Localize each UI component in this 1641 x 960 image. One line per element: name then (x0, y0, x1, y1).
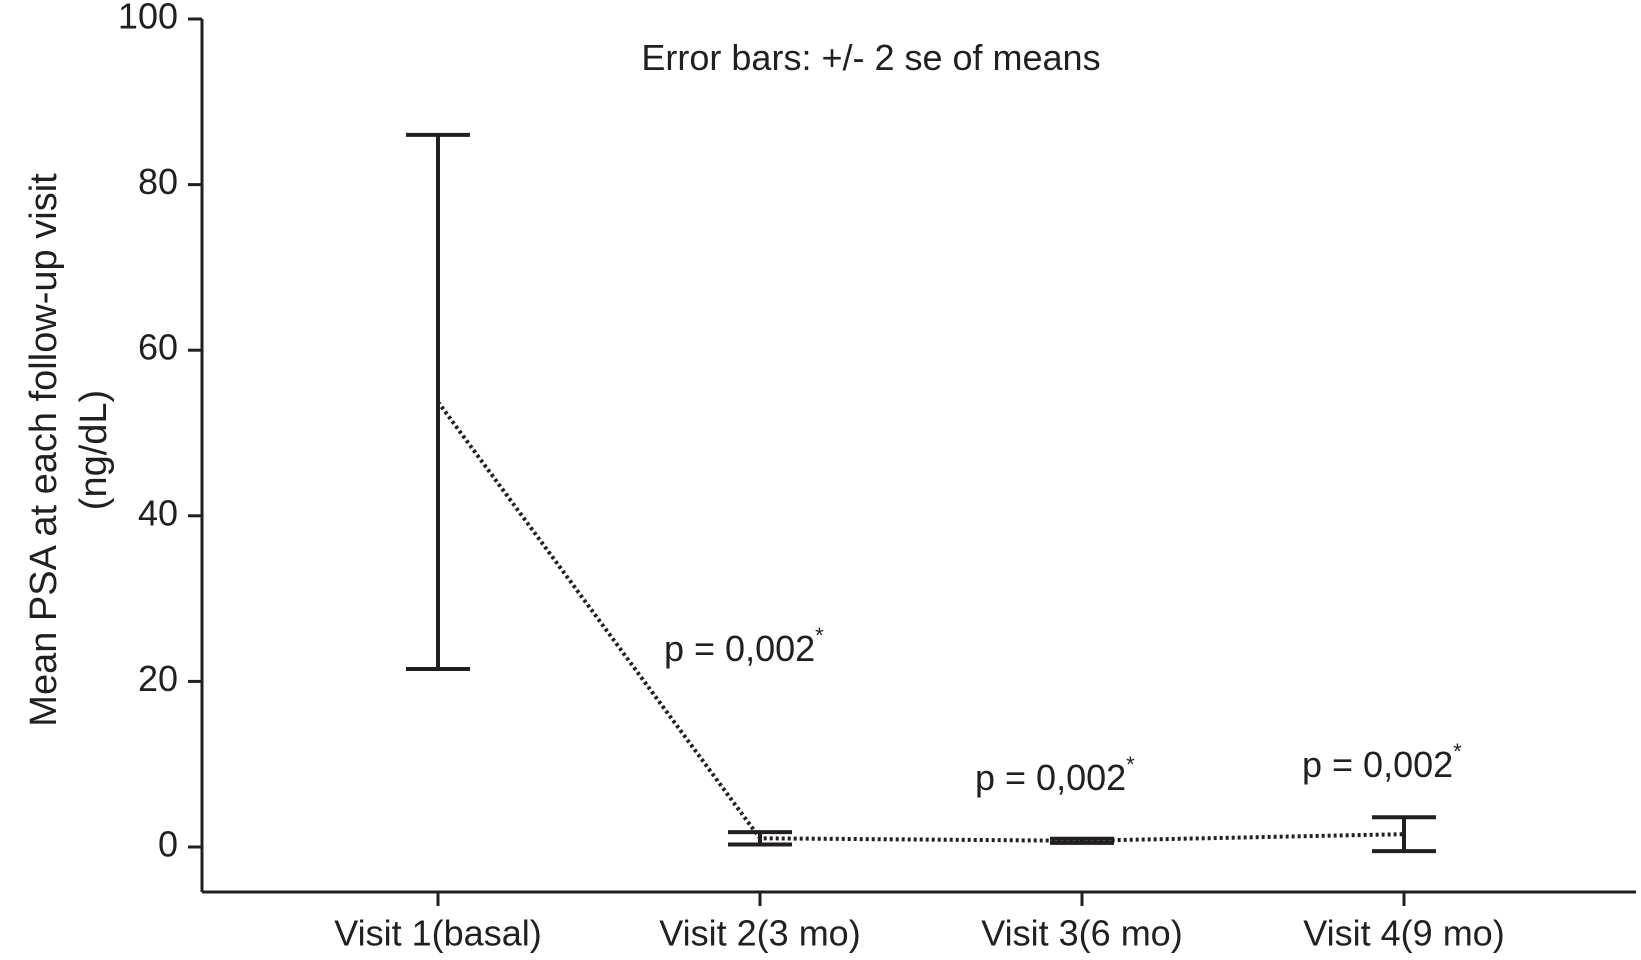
annotation: p = 0,002* (975, 752, 1135, 798)
annotation-text: p = 0,002 (975, 757, 1126, 798)
annotation: Error bars: +/- 2 se of means (641, 37, 1100, 78)
y-axis-label: (ng/dL) (73, 390, 115, 510)
annotation-mark: * (815, 623, 824, 648)
y-tick-label: 100 (118, 0, 178, 37)
annotation-mark: * (1126, 752, 1135, 777)
annotation: p = 0,002* (1302, 739, 1462, 785)
x-tick-label: Visit 3(6 mo) (981, 913, 1182, 954)
mean-line (436, 400, 1405, 843)
y-tick-label: 0 (158, 824, 178, 865)
annotation-text: p = 0,002 (1302, 744, 1453, 785)
annotation-text: p = 0,002 (664, 628, 815, 669)
y-tick-label: 20 (138, 658, 178, 699)
x-tick-label: Visit 1(basal) (334, 913, 541, 954)
y-tick-label: 60 (138, 327, 178, 368)
error-bar (1372, 815, 1436, 854)
annotation: p = 0,002* (664, 623, 824, 669)
annotation-text: Error bars: +/- 2 se of means (641, 37, 1100, 78)
x-tick-label: Visit 2(3 mo) (659, 913, 860, 954)
y-axis-label: Mean PSA at each follow-up visit (23, 173, 65, 727)
x-tick-label: Visit 4(9 mo) (1303, 913, 1504, 954)
y-tick-label: 80 (138, 161, 178, 202)
y-tick-label: 40 (138, 492, 178, 533)
annotation-mark: * (1453, 739, 1462, 764)
error-bar (406, 132, 470, 671)
